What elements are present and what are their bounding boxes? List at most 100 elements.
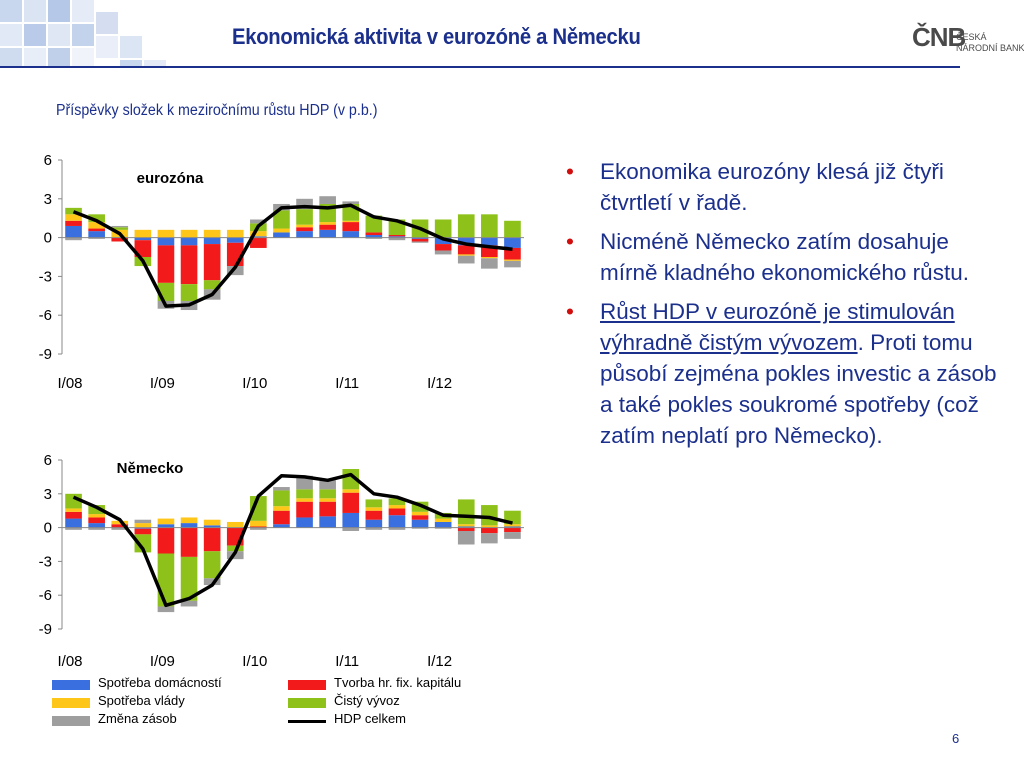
bar-segment-government [88,514,105,518]
bar-segment-net_exports [273,490,290,507]
bar-segment-households [504,526,521,528]
bar-segment-gfcf [111,524,129,528]
bar-segment-inventories [411,527,429,529]
bar-segment-inventories [504,260,521,268]
bar-segment-net_exports [434,219,452,238]
bar-segment-inventories [365,527,383,530]
bar-segment-inventories [481,533,498,544]
bar-segment-inventories [250,219,267,224]
bar-segment-households [180,237,198,246]
bar-segment-net_exports [180,284,198,301]
bar-segment-gfcf [411,238,429,242]
bar-segment-government [457,524,475,527]
bullet-list: • Ekonomika eurozóny klesá již čtyři čtvr… [560,156,1000,459]
bar-segment-inventories [342,527,360,531]
bar-segment-gfcf [111,237,129,242]
x-tick-label: I/08 [57,375,82,392]
bar-segment-government [365,507,383,511]
x-tick-label: I/09 [150,375,175,392]
bar-segment-net_exports [319,489,336,499]
bar-segment-net_exports [388,498,406,506]
bar-segment-government [111,520,129,525]
bar-segment-government [65,214,82,221]
bar-segment-gfcf [388,508,406,516]
bar-segment-net_exports [180,556,198,601]
bar-segment-inventories [250,527,267,530]
bar-segment-government [88,222,105,229]
legend-swatch [288,720,326,723]
bullet-marker-icon: • [566,159,574,184]
bar-segment-inventories [319,196,336,204]
bar-segment-gfcf [504,247,521,260]
bar-segment-households [434,521,452,528]
bar-segment-inventories [134,519,152,524]
bar-segment-inventories [388,237,406,241]
bar-segment-inventories [457,255,475,264]
cnb-logo: ČNB ČESKÁ NÁRODNÍ BANKA [912,22,1024,62]
bar-segment-net_exports [504,220,521,238]
bar-segment-government [319,498,336,502]
bar-segment-households [134,237,152,241]
bar-segment-government [203,519,221,526]
bullet-marker-icon: • [566,229,574,254]
bar-segment-net_exports [296,489,313,499]
gdp-line [72,203,513,308]
bar-segment-gfcf [457,245,475,255]
bar-segment-net_exports [273,210,290,229]
legend-swatch [52,680,90,690]
bar-segment-government [342,489,360,493]
bar-segment-households [411,237,429,239]
bullet-text: . Proti tomu působí zejména pokles inves… [600,330,997,448]
bullet-marker-icon: • [566,299,574,324]
bar-segment-gfcf [88,228,105,232]
chart-legend: Spotřeba domácností Tvorba hr. fix. kapit… [52,675,522,731]
bar-segment-inventories [65,237,82,241]
bar-segment-gfcf [157,527,175,554]
bar-segment-inventories [434,527,452,529]
slide-title: Ekonomická aktivita v eurozóně a Německu [232,24,641,49]
y-tick-label: -9 [39,621,52,638]
bar-segment-net_exports [88,214,105,223]
bar-segment-gfcf [88,517,105,524]
bar-segment-households [365,235,383,238]
bar-segment-government [65,508,82,512]
bar-segment-gfcf [250,526,267,528]
bar-segment-inventories [296,198,313,210]
bullet-text: Nicméně Německo zatím dosahuje mírně kla… [600,229,969,285]
bar-segment-gfcf [504,527,521,533]
y-tick-label: 6 [44,452,52,469]
bullet-text: Ekonomika eurozóny klesá již čtyři čtvrt… [600,159,944,215]
bullet-item: • Nicméně Německo zatím dosahuje mírně kl… [560,226,1000,288]
legend-swatch [52,716,90,726]
bar-segment-gfcf [157,245,175,283]
x-tick-label: I/09 [150,653,175,670]
bar-segment-government [157,518,175,525]
bar-segment-inventories [111,225,129,228]
bar-segment-inventories [88,527,105,530]
bar-segment-net_exports [65,207,82,215]
bar-segment-inventories [411,241,429,243]
bar-segment-government [203,229,221,238]
bar-segment-inventories [457,530,475,545]
bar-segment-households [319,229,336,238]
x-tick-label: I/12 [427,375,452,392]
chart-panel-title: Německo [117,460,184,477]
bar-segment-gfcf [65,511,82,519]
legend-label: Spotřeba domácností [98,675,222,690]
x-tick-label: I/11 [335,375,359,392]
bar-segment-government [342,220,360,223]
bar-segment-inventories [434,250,452,255]
bar-segment-households [388,236,406,238]
bar-segment-government [504,524,521,527]
bar-segment-gfcf [319,501,336,517]
bar-segment-households [273,524,290,528]
bar-segment-households [457,526,475,528]
bar-segment-government [296,498,313,502]
bar-segment-government [481,257,498,259]
bar-segment-government [180,517,198,524]
bar-segment-households [134,527,152,529]
chart-panel-title: eurozóna [137,170,204,187]
bar-segment-households [226,237,244,243]
bar-segment-net_exports [88,505,105,515]
bar-segment-gfcf [481,527,498,534]
